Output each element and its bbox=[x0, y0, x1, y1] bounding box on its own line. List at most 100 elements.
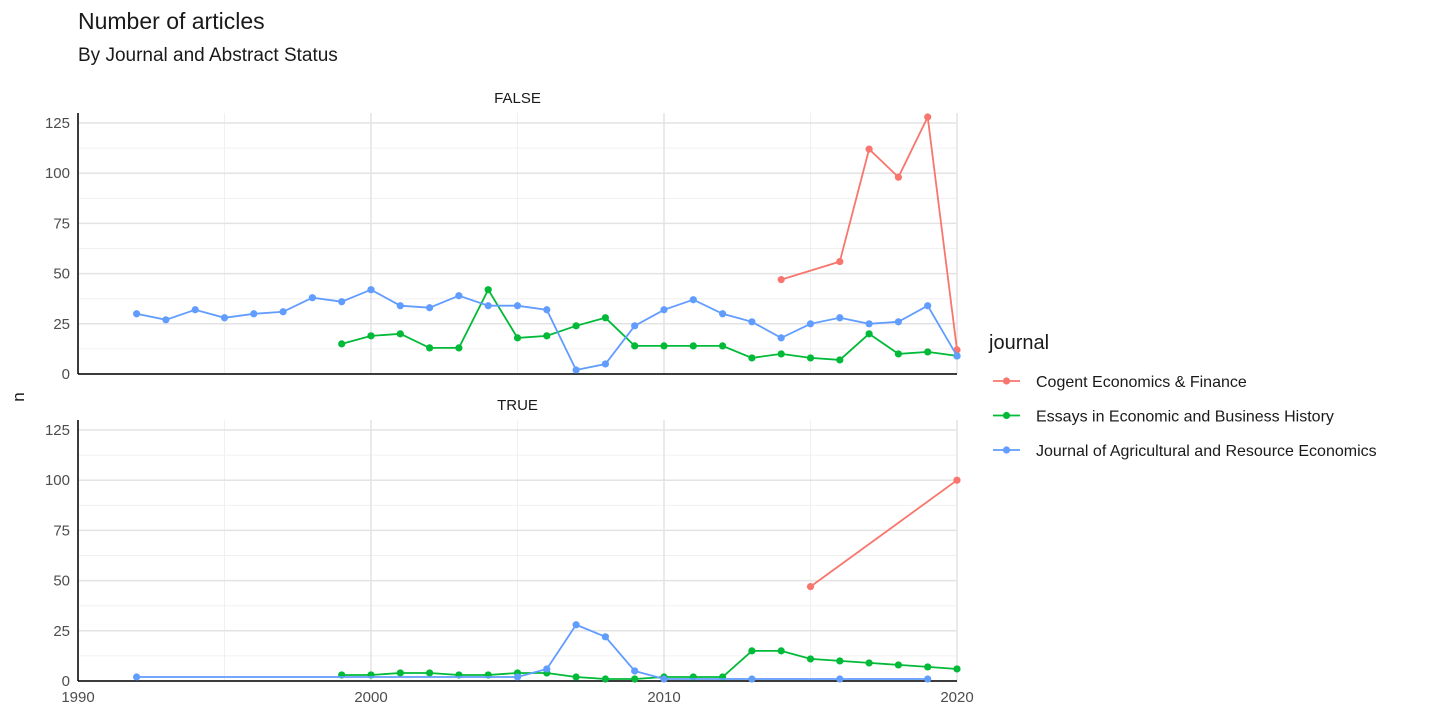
data-point bbox=[631, 322, 639, 330]
data-point bbox=[777, 647, 785, 655]
y-tick-label: 75 bbox=[53, 522, 70, 539]
data-point bbox=[924, 302, 932, 310]
data-point bbox=[250, 310, 258, 318]
panel-strip-label: TRUE bbox=[497, 397, 538, 414]
data-point bbox=[806, 354, 815, 362]
data-point bbox=[777, 276, 785, 284]
y-tick-label: 25 bbox=[53, 623, 70, 640]
y-axis-title: n bbox=[9, 392, 28, 401]
legend-label: Journal of Agricultural and Resource Eco… bbox=[1036, 443, 1377, 460]
data-point bbox=[601, 360, 610, 368]
data-point bbox=[894, 318, 903, 326]
panel-strip-label: FALSE bbox=[494, 90, 541, 107]
data-point bbox=[572, 621, 580, 629]
data-point bbox=[601, 633, 610, 641]
data-point bbox=[426, 669, 434, 677]
data-point bbox=[543, 332, 551, 340]
data-point bbox=[396, 330, 404, 338]
data-point bbox=[836, 257, 844, 266]
x-tick-label: 2000 bbox=[354, 689, 387, 706]
data-point bbox=[953, 476, 961, 484]
data-point bbox=[924, 663, 932, 671]
y-tick-label: 50 bbox=[53, 573, 70, 590]
data-point bbox=[924, 675, 932, 683]
data-point bbox=[689, 342, 697, 350]
legend-key-point bbox=[1002, 411, 1011, 420]
data-point bbox=[601, 675, 610, 683]
data-point bbox=[572, 322, 580, 330]
data-point bbox=[894, 661, 903, 669]
series-line bbox=[341, 650, 958, 680]
y-tick-label: 100 bbox=[45, 472, 70, 489]
data-point bbox=[543, 665, 551, 673]
data-point bbox=[806, 583, 815, 591]
data-point bbox=[631, 667, 639, 675]
data-point bbox=[953, 352, 961, 360]
data-point bbox=[689, 296, 697, 304]
data-point bbox=[719, 310, 727, 318]
data-point bbox=[133, 673, 141, 681]
data-point bbox=[865, 330, 873, 338]
series-line bbox=[780, 113, 958, 351]
x-tick-label: 2020 bbox=[940, 689, 973, 706]
data-point bbox=[836, 675, 844, 683]
legend-key-point bbox=[1002, 377, 1011, 385]
data-point bbox=[660, 306, 668, 314]
data-point bbox=[719, 342, 727, 350]
data-point bbox=[953, 665, 961, 673]
data-point bbox=[865, 659, 873, 667]
data-point bbox=[748, 647, 756, 655]
data-point bbox=[191, 306, 199, 314]
legend-title: journal bbox=[988, 332, 1049, 354]
x-tick-label: 1990 bbox=[61, 689, 94, 706]
y-tick-label: 75 bbox=[53, 215, 70, 232]
data-point bbox=[806, 655, 815, 663]
data-point bbox=[572, 366, 580, 374]
series-line bbox=[809, 479, 958, 588]
series-line bbox=[341, 287, 958, 361]
data-point bbox=[631, 342, 639, 350]
data-point bbox=[660, 342, 668, 350]
data-point bbox=[513, 334, 522, 342]
data-point bbox=[396, 669, 404, 677]
data-point bbox=[543, 306, 551, 314]
data-point bbox=[455, 292, 463, 300]
y-tick-label: 0 bbox=[62, 366, 70, 383]
data-point bbox=[367, 286, 375, 294]
y-tick-label: 0 bbox=[62, 673, 70, 690]
data-point bbox=[777, 350, 785, 358]
data-point bbox=[426, 304, 434, 312]
data-point bbox=[308, 294, 316, 302]
data-point bbox=[484, 286, 492, 294]
data-point bbox=[748, 675, 756, 683]
data-point bbox=[513, 302, 522, 310]
y-tick-label: 50 bbox=[53, 266, 70, 283]
data-point bbox=[455, 344, 463, 352]
data-point bbox=[836, 314, 844, 322]
series-line bbox=[136, 288, 958, 372]
data-point bbox=[894, 173, 903, 181]
data-point bbox=[924, 113, 932, 121]
data-point bbox=[133, 310, 141, 318]
data-point bbox=[279, 308, 287, 316]
data-point bbox=[484, 302, 492, 310]
data-point bbox=[367, 332, 375, 340]
data-point bbox=[748, 318, 756, 326]
series-line bbox=[136, 623, 928, 680]
legend-key-point bbox=[1002, 446, 1011, 454]
data-point bbox=[162, 316, 170, 324]
legend-label: Cogent Economics & Finance bbox=[1036, 374, 1247, 391]
y-tick-label: 125 bbox=[45, 422, 70, 439]
y-tick-label: 125 bbox=[45, 115, 70, 132]
data-point bbox=[894, 350, 903, 358]
data-point bbox=[806, 320, 815, 328]
chart-subtitle: By Journal and Abstract Status bbox=[78, 45, 338, 66]
data-point bbox=[836, 657, 844, 665]
data-point bbox=[396, 302, 404, 310]
data-point bbox=[660, 675, 668, 683]
data-point bbox=[338, 340, 346, 348]
data-point bbox=[338, 298, 346, 306]
data-point bbox=[748, 354, 756, 362]
data-point bbox=[865, 320, 873, 328]
